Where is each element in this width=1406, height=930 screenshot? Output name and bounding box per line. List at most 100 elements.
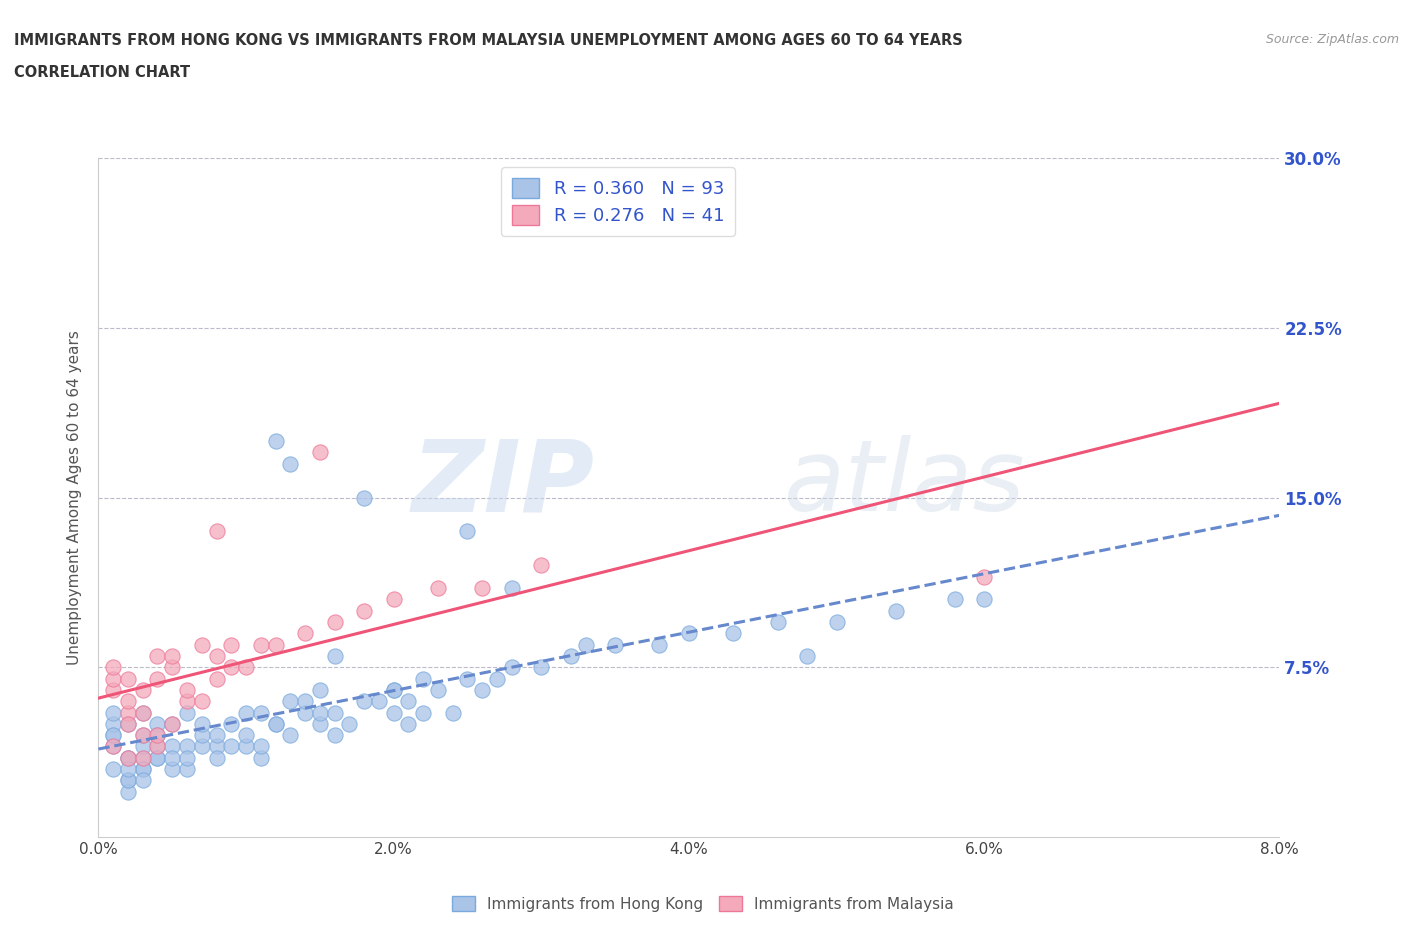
Point bbox=[235, 705, 257, 720]
Point bbox=[117, 751, 139, 765]
Point bbox=[973, 592, 995, 607]
Point bbox=[176, 694, 198, 709]
Point bbox=[278, 727, 302, 742]
Point bbox=[308, 683, 332, 698]
Point bbox=[648, 637, 671, 652]
Point bbox=[132, 727, 155, 742]
Point bbox=[308, 705, 332, 720]
Point bbox=[250, 637, 273, 652]
Point bbox=[117, 751, 139, 765]
Point bbox=[132, 773, 155, 788]
Point bbox=[117, 705, 139, 720]
Point bbox=[825, 615, 848, 630]
Point bbox=[191, 637, 214, 652]
Text: atlas: atlas bbox=[783, 435, 1025, 533]
Point bbox=[176, 705, 198, 720]
Point bbox=[530, 660, 553, 675]
Point bbox=[471, 580, 494, 595]
Legend: Immigrants from Hong Kong, Immigrants from Malaysia: Immigrants from Hong Kong, Immigrants fr… bbox=[446, 889, 960, 918]
Point bbox=[323, 615, 346, 630]
Point bbox=[176, 751, 198, 765]
Y-axis label: Unemployment Among Ages 60 to 64 years: Unemployment Among Ages 60 to 64 years bbox=[67, 330, 83, 665]
Point bbox=[176, 739, 198, 754]
Point bbox=[103, 705, 125, 720]
Point bbox=[456, 524, 478, 538]
Point bbox=[176, 762, 198, 777]
Point bbox=[146, 727, 169, 742]
Point bbox=[132, 751, 155, 765]
Point bbox=[396, 694, 419, 709]
Point bbox=[205, 739, 228, 754]
Point bbox=[396, 716, 419, 731]
Point bbox=[574, 637, 596, 652]
Point bbox=[132, 739, 155, 754]
Point bbox=[162, 648, 183, 663]
Point bbox=[323, 727, 346, 742]
Point bbox=[294, 705, 316, 720]
Point bbox=[117, 716, 139, 731]
Point bbox=[117, 773, 139, 788]
Point bbox=[103, 762, 125, 777]
Point bbox=[117, 773, 139, 788]
Point bbox=[176, 683, 198, 698]
Point bbox=[796, 648, 818, 663]
Point bbox=[382, 683, 405, 698]
Point bbox=[146, 671, 169, 686]
Point bbox=[146, 751, 169, 765]
Point bbox=[264, 433, 287, 448]
Point bbox=[103, 739, 125, 754]
Point bbox=[264, 637, 287, 652]
Point bbox=[426, 683, 449, 698]
Point bbox=[103, 660, 125, 675]
Point bbox=[250, 751, 273, 765]
Point bbox=[294, 694, 316, 709]
Point bbox=[103, 716, 125, 731]
Point bbox=[367, 694, 389, 709]
Text: Source: ZipAtlas.com: Source: ZipAtlas.com bbox=[1265, 33, 1399, 46]
Point bbox=[146, 716, 169, 731]
Point bbox=[191, 694, 214, 709]
Point bbox=[117, 784, 139, 799]
Point bbox=[884, 604, 907, 618]
Point bbox=[264, 716, 287, 731]
Point bbox=[219, 739, 242, 754]
Point bbox=[721, 626, 744, 641]
Point bbox=[117, 751, 139, 765]
Point bbox=[337, 716, 360, 731]
Point bbox=[766, 615, 789, 630]
Point bbox=[501, 660, 523, 675]
Point bbox=[205, 751, 228, 765]
Point bbox=[117, 762, 139, 777]
Point bbox=[117, 671, 139, 686]
Point bbox=[353, 694, 375, 709]
Point bbox=[382, 705, 405, 720]
Point bbox=[219, 660, 242, 675]
Point bbox=[323, 648, 346, 663]
Point bbox=[132, 705, 155, 720]
Point bbox=[678, 626, 700, 641]
Point bbox=[426, 580, 449, 595]
Point bbox=[146, 727, 169, 742]
Point bbox=[191, 716, 214, 731]
Point bbox=[132, 762, 155, 777]
Point bbox=[205, 727, 228, 742]
Point bbox=[308, 716, 332, 731]
Point bbox=[132, 727, 155, 742]
Point bbox=[235, 660, 257, 675]
Point bbox=[132, 683, 155, 698]
Point bbox=[162, 762, 183, 777]
Point bbox=[162, 716, 183, 731]
Point bbox=[146, 648, 169, 663]
Point bbox=[412, 671, 434, 686]
Point bbox=[162, 751, 183, 765]
Point bbox=[250, 705, 273, 720]
Point bbox=[219, 716, 242, 731]
Legend: R = 0.360   N = 93, R = 0.276   N = 41: R = 0.360 N = 93, R = 0.276 N = 41 bbox=[501, 167, 735, 236]
Point bbox=[205, 648, 228, 663]
Point bbox=[441, 705, 464, 720]
Point bbox=[530, 558, 553, 573]
Point bbox=[264, 716, 287, 731]
Point bbox=[146, 739, 169, 754]
Point bbox=[117, 694, 139, 709]
Point bbox=[191, 727, 214, 742]
